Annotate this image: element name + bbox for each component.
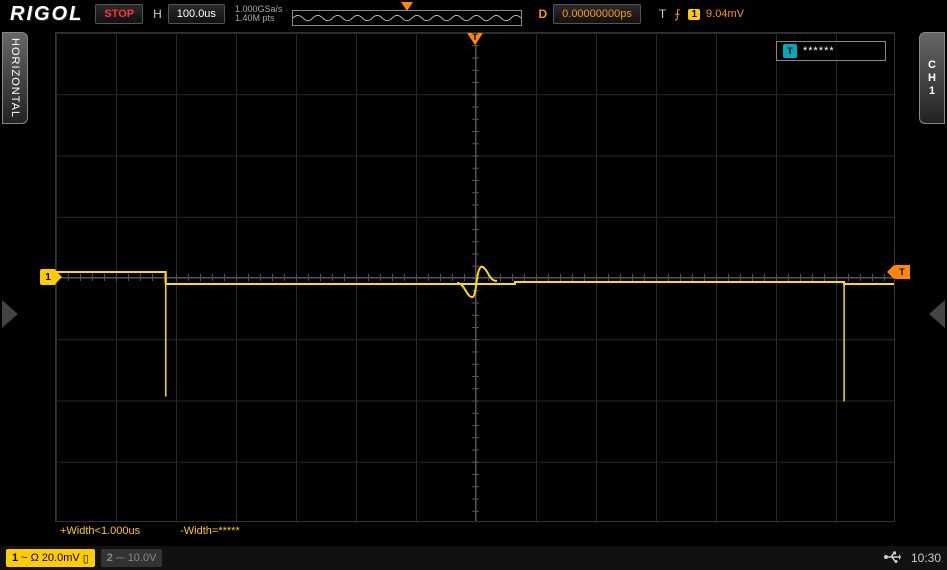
usb-icon bbox=[883, 550, 901, 567]
ch2-pill[interactable]: 2 ⎓ 10.0V bbox=[101, 549, 163, 567]
mini-waveform-wrap bbox=[292, 2, 522, 26]
ch2-coupling-icon: ⎓ bbox=[116, 552, 125, 565]
trigger-label: T bbox=[659, 7, 666, 21]
ch1-tab-label: CH1 bbox=[926, 59, 938, 98]
run-state-label: STOP bbox=[104, 8, 134, 20]
horizontal-tab[interactable]: HORIZONTAL bbox=[2, 32, 28, 124]
sample-info: 1.000GSa/s 1.40M pts bbox=[231, 5, 287, 23]
run-state-pill[interactable]: STOP bbox=[95, 4, 143, 24]
delay-value: 0.00000000ps bbox=[562, 8, 632, 20]
delay-label: D bbox=[538, 7, 547, 21]
ch1-ground-label: 1 bbox=[45, 272, 51, 283]
scope-display[interactable]: T T 1 T ****** bbox=[55, 32, 895, 522]
measurements-row: +Width<1.000us -Width=***** bbox=[60, 525, 240, 537]
brand-logo: RIGOL bbox=[4, 3, 89, 26]
ch1-num: 1 bbox=[12, 552, 18, 564]
trigger-edge-icon: ⨍ bbox=[674, 7, 680, 21]
ch1-pill[interactable]: 1 ~ Ω 20.0mV ▯ bbox=[6, 549, 95, 567]
trigger-level-value: 9.04mV bbox=[706, 8, 744, 20]
ch2-num: 2 bbox=[107, 552, 113, 564]
measure-neg-width: -Width=***** bbox=[180, 525, 240, 537]
bottom-bar: 1 ~ Ω 20.0mV ▯ 2 ⎓ 10.0V 10:30 bbox=[0, 546, 947, 570]
measure-pos-width: +Width<1.000us bbox=[60, 525, 140, 537]
sample-points: 1.40M pts bbox=[235, 14, 283, 23]
left-wedge-icon bbox=[2, 300, 18, 328]
ch1-impedance-icon: Ω bbox=[31, 552, 39, 564]
waveform-trace bbox=[56, 33, 894, 521]
ch2-scale: 10.0V bbox=[128, 552, 157, 564]
horizontal-tab-label: HORIZONTAL bbox=[9, 38, 21, 118]
ch1-tab[interactable]: CH1 bbox=[919, 32, 945, 124]
ch1-bw-icon: ▯ bbox=[83, 552, 89, 565]
timebase-label: H bbox=[153, 7, 162, 21]
timebase-value: 100.0us bbox=[177, 8, 216, 20]
clock: 10:30 bbox=[911, 551, 941, 565]
timebase-pill[interactable]: 100.0us bbox=[168, 4, 225, 24]
trigger-level-marker[interactable]: T bbox=[894, 265, 910, 279]
trigger-source-badge: 1 bbox=[688, 9, 700, 20]
ch1-scale: 20.0mV bbox=[42, 552, 80, 564]
memory-map[interactable] bbox=[292, 10, 522, 26]
trigger-level-marker-label: T bbox=[899, 267, 905, 277]
right-wedge-icon bbox=[929, 300, 945, 328]
top-bar: RIGOL STOP H 100.0us 1.000GSa/s 1.40M pt… bbox=[0, 0, 947, 28]
ch1-ground-marker[interactable]: 1 bbox=[40, 269, 56, 285]
ch1-coupling-icon: ~ bbox=[21, 552, 27, 564]
delay-pill[interactable]: 0.00000000ps bbox=[553, 4, 641, 24]
